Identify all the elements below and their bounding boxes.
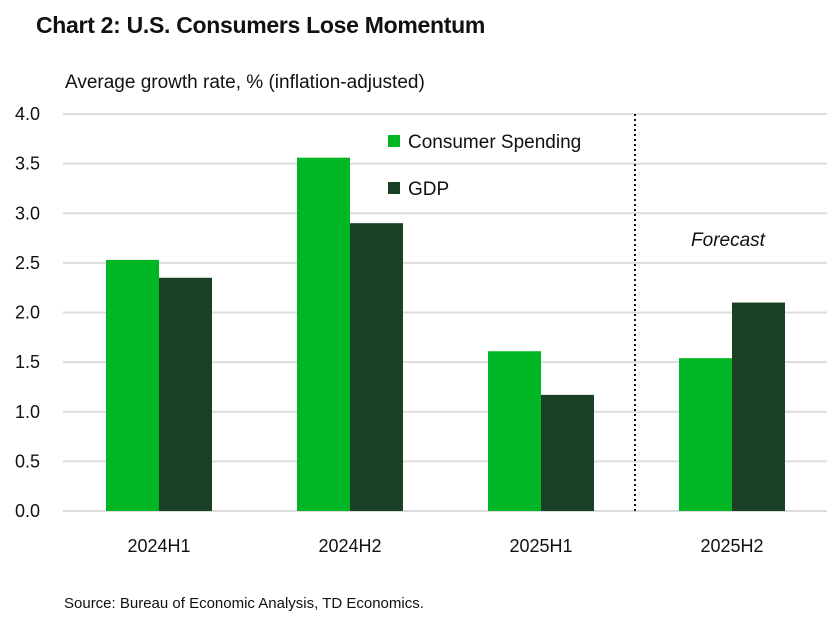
bar-consumer-spending-2024h1 [106,259,159,511]
y-tick-label: 3.5 [15,154,40,174]
bar-gdp-2025h1 [541,394,594,511]
x-tick-label: 2024H1 [127,536,190,556]
bar-consumer-spending-2025h1 [488,351,541,511]
y-tick-label: 1.5 [15,352,40,372]
y-axis-label: Average growth rate, % (inflation-adjust… [65,72,425,93]
bar-gdp-2024h2 [350,223,403,512]
source-note: Source: Bureau of Economic Analysis, TD … [64,595,424,612]
x-tick-label: 2024H2 [318,536,381,556]
x-tick-label: 2025H1 [509,536,572,556]
y-tick-label: 2.0 [15,303,40,323]
legend-label: GDP [408,179,449,200]
legend-swatch-gdp [388,182,400,194]
bar-consumer-spending-2025h2 [679,358,732,511]
legend-label: Consumer Spending [408,132,581,153]
y-tick-label: 0.0 [15,501,40,521]
y-tick-label: 4.0 [15,104,40,124]
chart-title: Chart 2: U.S. Consumers Lose Momentum [36,12,485,38]
y-tick-label: 1.0 [15,402,40,422]
y-tick-label: 0.5 [15,451,40,471]
x-tick-label: 2025H2 [700,536,763,556]
y-tick-label: 2.5 [15,253,40,273]
legend-swatch-consumer-spending [388,135,400,147]
bar-consumer-spending-2024h2 [297,157,350,512]
forecast-annotation: Forecast [691,230,766,251]
bar-gdp-2024h1 [159,277,212,511]
bar-gdp-2025h2 [732,302,785,511]
y-tick-label: 3.0 [15,203,40,223]
